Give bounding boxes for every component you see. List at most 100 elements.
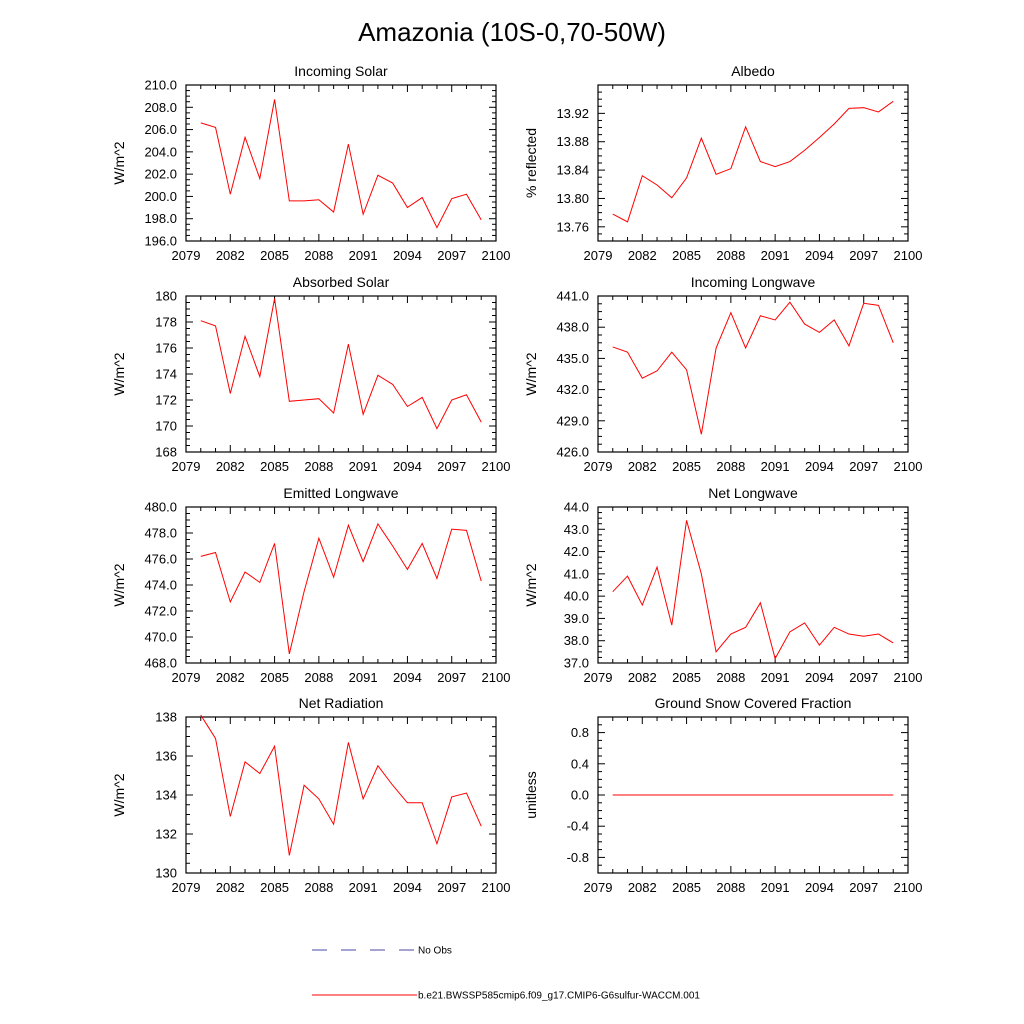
x-tick-label: 2097 — [849, 248, 878, 263]
y-tick-label: 478.0 — [144, 526, 177, 541]
y-tick-label: -0.8 — [567, 850, 589, 865]
y-tick-label: 38.0 — [564, 633, 589, 648]
y-tick-label: 168 — [155, 445, 177, 460]
y-axis-label: W/m^2 — [111, 141, 127, 184]
x-tick-label: 2094 — [805, 880, 834, 895]
x-tick-label: 2085 — [672, 248, 701, 263]
panel-title: Absorbed Solar — [293, 274, 390, 290]
x-tick-label: 2094 — [393, 880, 422, 895]
y-tick-label: 435.0 — [556, 351, 589, 366]
panel-emitted-longwave: Emitted Longwave 2079 2082 2085 2088 2091 2094… — [111, 485, 510, 685]
x-tick-label: 2097 — [437, 459, 466, 474]
x-tick-label: 2094 — [393, 670, 422, 685]
y-tick-label: 138 — [155, 710, 177, 725]
y-tick-label: 200.0 — [144, 189, 177, 204]
series-line — [200, 99, 482, 229]
x-tick-label: 2091 — [349, 880, 378, 895]
x-tick-label: 2082 — [628, 880, 657, 895]
x-tick-label: 2085 — [260, 880, 289, 895]
x-tick-label: 2100 — [894, 880, 923, 895]
y-axis-label: W/m^2 — [523, 352, 539, 395]
panel-incoming-longwave: Incoming Longwave 2079 2082 2085 2088 2091 209… — [523, 274, 922, 474]
x-tick-label: 2100 — [482, 670, 511, 685]
x-tick-label: 2079 — [172, 459, 201, 474]
x-tick-label: 2088 — [716, 248, 745, 263]
x-tick-label: 2082 — [216, 459, 245, 474]
series-line — [612, 100, 894, 223]
plot-frame — [597, 506, 909, 664]
y-tick-label: 174 — [155, 367, 177, 382]
x-tick-label: 2079 — [172, 880, 201, 895]
x-tick-label: 2082 — [628, 248, 657, 263]
y-tick-label: 210.0 — [144, 78, 177, 93]
x-tick-label: 2097 — [437, 880, 466, 895]
y-tick-label: 134 — [155, 788, 177, 803]
y-tick-label: 42.0 — [564, 544, 589, 559]
x-tick-label: 2085 — [260, 670, 289, 685]
y-tick-label: 13.92 — [556, 106, 589, 121]
x-tick-label: 2079 — [172, 248, 201, 263]
x-tick-label: 2088 — [716, 670, 745, 685]
y-tick-label: 196.0 — [144, 234, 177, 249]
y-tick-label: 438.0 — [556, 320, 589, 335]
x-tick-label: 2091 — [761, 880, 790, 895]
y-tick-label: 429.0 — [556, 413, 589, 428]
x-tick-label: 2088 — [716, 880, 745, 895]
y-tick-label: 13.76 — [556, 219, 589, 234]
y-tick-label: 13.84 — [556, 163, 589, 178]
y-tick-label: 474.0 — [144, 578, 177, 593]
x-tick-label: 2082 — [216, 670, 245, 685]
x-tick-label: 2082 — [216, 248, 245, 263]
y-tick-label: 172 — [155, 393, 177, 408]
y-tick-label: 13.88 — [556, 134, 589, 149]
panel-title: Net Radiation — [299, 695, 384, 711]
y-tick-label: 180 — [155, 289, 177, 304]
x-tick-label: 2100 — [894, 670, 923, 685]
x-tick-label: 2094 — [805, 670, 834, 685]
x-tick-label: 2097 — [849, 459, 878, 474]
series-line — [612, 520, 894, 660]
x-tick-label: 2088 — [304, 670, 333, 685]
y-tick-label: 470.0 — [144, 630, 177, 645]
x-tick-label: 2097 — [437, 670, 466, 685]
x-tick-label: 2097 — [849, 880, 878, 895]
legend-model-label: b.e21.BWSSP585cmip6.f09_g17.CMIP6-G6sulf… — [418, 991, 700, 1002]
x-tick-label: 2097 — [437, 248, 466, 263]
x-tick-label: 2091 — [349, 670, 378, 685]
x-tick-label: 2085 — [672, 880, 701, 895]
y-tick-label: 176 — [155, 341, 177, 356]
x-tick-label: 2091 — [761, 248, 790, 263]
y-tick-label: 204.0 — [144, 144, 177, 159]
y-axis-label: % reflected — [523, 128, 539, 198]
y-tick-label: 43.0 — [564, 522, 589, 537]
y-axis-label: W/m^2 — [111, 352, 127, 395]
legend: No Obs b.e21.BWSSP585cmip6.f09_g17.CMIP6… — [312, 946, 700, 1002]
y-tick-label: 132 — [155, 827, 177, 842]
y-tick-label: 480.0 — [144, 500, 177, 515]
x-tick-label: 2082 — [216, 880, 245, 895]
series-line — [200, 298, 482, 430]
y-tick-label: 198.0 — [144, 211, 177, 226]
x-tick-label: 2094 — [393, 248, 422, 263]
y-tick-label: 41.0 — [564, 566, 589, 581]
y-tick-label: 136 — [155, 749, 177, 764]
y-tick-label: 468.0 — [144, 656, 177, 671]
x-tick-label: 2085 — [260, 459, 289, 474]
y-axis-label: W/m^2 — [111, 773, 127, 816]
x-tick-label: 2082 — [628, 670, 657, 685]
y-axis-label: W/m^2 — [111, 563, 127, 606]
series-line — [200, 522, 482, 655]
x-tick-label: 2079 — [584, 880, 613, 895]
plot-frame — [597, 84, 909, 242]
x-tick-label: 2079 — [584, 459, 613, 474]
plot-frame — [185, 716, 497, 874]
series-line — [200, 714, 482, 856]
x-tick-label: 2100 — [482, 248, 511, 263]
figure-title: Amazonia (10S-0,70-50W) — [358, 17, 666, 47]
y-tick-label: 208.0 — [144, 100, 177, 115]
x-tick-label: 2091 — [349, 248, 378, 263]
panel-albedo: Albedo 2079 2082 2085 2088 2091 2094 2097 2100 13… — [523, 63, 922, 263]
x-tick-label: 2088 — [304, 248, 333, 263]
x-tick-label: 2091 — [761, 670, 790, 685]
x-tick-label: 2097 — [849, 670, 878, 685]
